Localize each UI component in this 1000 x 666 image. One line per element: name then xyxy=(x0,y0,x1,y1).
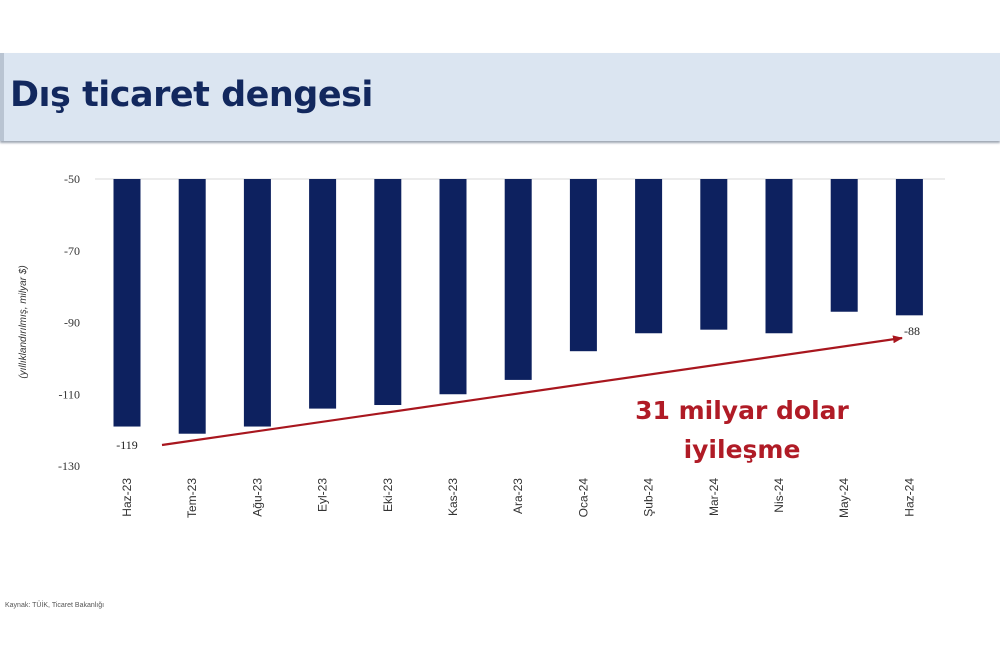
y-tick-label: -70 xyxy=(64,244,80,258)
bar xyxy=(569,179,597,352)
x-tick-label: Ağu-23 xyxy=(250,478,264,517)
bar xyxy=(700,179,728,330)
y-axis-label: (yıllıklandırılmış, milyar $) xyxy=(18,265,29,378)
title-bar: Dış ticaret dengesi xyxy=(0,53,1000,141)
bar xyxy=(243,179,271,427)
page-title: Dış ticaret dengesi xyxy=(10,75,373,115)
bar xyxy=(178,179,206,434)
data-label-first: -119 xyxy=(116,438,138,452)
x-tick-label: Mar-24 xyxy=(707,478,721,516)
bar xyxy=(895,179,923,316)
bar xyxy=(439,179,467,395)
x-tick-label: Tem-23 xyxy=(185,478,199,518)
x-tick-label: Şub-24 xyxy=(642,478,656,517)
bar xyxy=(765,179,793,334)
x-tick-label: Haz-23 xyxy=(120,478,134,517)
bars xyxy=(113,179,923,434)
x-tick-label: Oca-24 xyxy=(576,478,590,518)
bar xyxy=(309,179,337,409)
x-tick-label: Ara-23 xyxy=(511,478,525,514)
bar xyxy=(113,179,141,427)
x-tick-label: May-24 xyxy=(837,478,851,518)
bar xyxy=(374,179,402,406)
annotation-line2: iyileşme xyxy=(684,435,801,464)
bar xyxy=(635,179,663,334)
data-label-last: -88 xyxy=(904,324,920,338)
y-axis: -50 -70 -90 -110 -130 xyxy=(58,172,80,473)
annotation-line1: 31 milyar dolar xyxy=(635,396,849,425)
y-tick-label: -130 xyxy=(58,459,80,473)
y-tick-label: -50 xyxy=(64,172,80,186)
x-tick-label: Kas-23 xyxy=(446,478,460,516)
y-tick-label: -110 xyxy=(58,387,80,401)
bar xyxy=(504,179,532,380)
x-axis: Haz-23 Tem-23 Ağu-23 Eyl-23 Eki-23 Kas-23 Ara-… xyxy=(120,478,916,518)
source-note: Kaynak: TÜİK, Ticaret Bakanlığı xyxy=(5,602,105,609)
x-tick-label: Haz-24 xyxy=(902,478,916,517)
x-tick-label: Eki-23 xyxy=(381,478,395,512)
x-tick-label: Nis-24 xyxy=(772,478,786,513)
x-tick-label: Eyl-23 xyxy=(316,478,330,512)
y-tick-label: -90 xyxy=(64,316,80,330)
improvement-arrow xyxy=(161,335,903,447)
bar xyxy=(830,179,858,312)
